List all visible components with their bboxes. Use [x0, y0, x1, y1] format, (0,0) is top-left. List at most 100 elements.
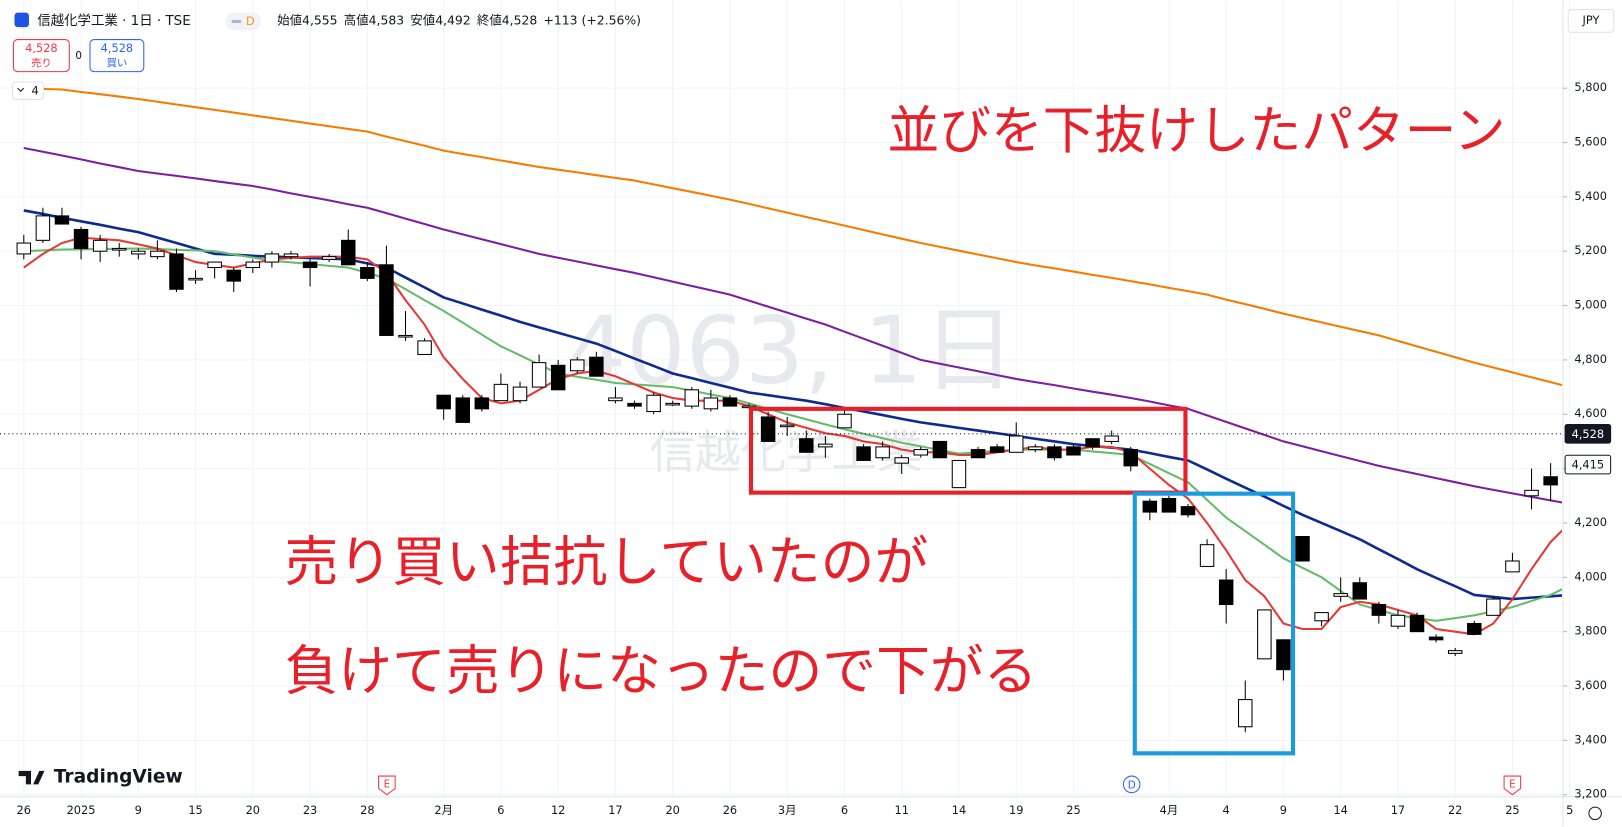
indicator-count[interactable]: 4 — [32, 83, 39, 97]
candle-body — [1314, 612, 1329, 622]
x-tick-label: 6 — [841, 803, 848, 817]
event-marker[interactable]: D — [1122, 775, 1141, 794]
event-marker[interactable]: E — [1503, 775, 1522, 796]
x-tick-label: 20 — [665, 803, 679, 817]
candle-body — [207, 261, 222, 269]
x-tick-label: 25 — [1505, 803, 1519, 817]
x-tick-label: 17 — [608, 803, 622, 817]
candle-body — [1486, 598, 1501, 616]
candle-body — [1142, 500, 1158, 513]
y-tick-label: 5,000 — [1574, 298, 1607, 312]
candle-body — [589, 356, 604, 377]
logo-text[interactable]: TradingView — [54, 767, 183, 788]
candle-body — [722, 397, 738, 407]
y-tick-label: 5,600 — [1574, 135, 1607, 149]
x-tick-label: 26 — [723, 803, 737, 817]
candle-body — [1085, 438, 1100, 448]
candle-body — [608, 397, 623, 402]
candle-body — [16, 242, 32, 255]
candle-body — [894, 457, 909, 464]
candle-body — [436, 394, 451, 410]
y-tick-label: 5,800 — [1574, 80, 1607, 94]
moving-average — [23, 236, 1563, 636]
currency[interactable]: JPY — [1582, 13, 1600, 27]
event-shape[interactable] — [1503, 775, 1522, 796]
candle-body — [1428, 636, 1444, 641]
moving-average — [23, 247, 1563, 622]
y-tick-label: 4,800 — [1574, 352, 1607, 366]
candle-body — [799, 438, 814, 453]
sell-label[interactable]: 売り — [31, 56, 52, 69]
event-label[interactable]: E — [384, 778, 391, 790]
y-tick-label: 3,600 — [1574, 678, 1607, 692]
x-tick-label: 22 — [1448, 803, 1462, 817]
ohlc-legend: 始値 4,555 高値 4,583 安値 4,492 終値 4,528 +113 (+2.56%… — [277, 12, 641, 27]
x-tick-label: 25 — [1066, 803, 1080, 817]
currency-box[interactable] — [1567, 9, 1615, 33]
y-tick-label: 4,000 — [1574, 569, 1607, 583]
x-tick-label: 5 — [1566, 803, 1573, 817]
event-shape[interactable] — [1122, 775, 1141, 794]
x-tick-label: 4月 — [1160, 803, 1179, 817]
candle-body — [1467, 622, 1482, 635]
candle-body — [321, 256, 337, 260]
candle-body — [512, 386, 528, 402]
candle-body — [1543, 476, 1558, 486]
event-marker[interactable]: E — [378, 775, 396, 796]
buy-price[interactable]: 4,528 — [101, 41, 134, 55]
symbol-title[interactable]: 信越化学工業 · 1日 · TSE — [37, 13, 190, 29]
x-tick-label: 23 — [303, 803, 317, 817]
candle-body — [1524, 489, 1539, 497]
watermark-symbol: 4063, 1日 — [567, 297, 1015, 405]
buy-label[interactable]: 買い — [107, 57, 128, 69]
price-tag-box — [1564, 454, 1612, 475]
candle-body — [856, 446, 871, 461]
candle-body — [989, 446, 1005, 453]
sell-price[interactable]: 4,528 — [25, 41, 58, 55]
candle-body — [417, 340, 432, 355]
candle-body — [1276, 639, 1291, 671]
candle-body — [398, 334, 413, 338]
candle-body — [1390, 614, 1406, 627]
x-tick-label: 11 — [894, 803, 908, 817]
annotation-box-blue — [1132, 491, 1296, 756]
sell-box[interactable] — [12, 39, 70, 73]
legend-value: 4,583 — [369, 12, 405, 27]
candle-body — [226, 269, 241, 282]
legend-label: 始値 — [277, 12, 302, 27]
x-tick-label: 14 — [1333, 803, 1347, 817]
event-shape[interactable] — [378, 775, 396, 796]
badge-dash — [231, 19, 242, 23]
indicator-box[interactable] — [11, 81, 44, 101]
buy-box[interactable] — [89, 39, 145, 73]
candle-body — [111, 247, 127, 251]
plot-area — [0, 87, 1563, 733]
candle-body — [646, 394, 661, 413]
symbol-logo — [14, 12, 29, 28]
sell-button[interactable]: 4,528 売り — [12, 39, 70, 73]
legend-value: 4,492 — [435, 12, 471, 27]
settings-icon[interactable] — [1588, 806, 1602, 821]
event-label[interactable]: E — [1509, 778, 1516, 790]
indicator-toggle[interactable]: 4 — [11, 81, 44, 101]
candle-body — [379, 264, 394, 336]
candle-body — [150, 250, 165, 258]
x-tick-label: 2025 — [67, 803, 96, 817]
buy-button[interactable]: 4,528 買い — [89, 39, 145, 73]
candle-body — [35, 215, 51, 241]
candle-body — [1066, 446, 1081, 456]
logo-mark — [18, 770, 45, 785]
spread: 0 — [75, 50, 82, 62]
chevron — [17, 87, 25, 93]
candle-body — [264, 253, 280, 263]
x-tick-label: 2月 — [434, 803, 453, 817]
moving-average — [23, 209, 1563, 601]
candle-body — [1180, 506, 1196, 516]
candle-body — [1199, 544, 1215, 567]
candle-body — [1161, 497, 1177, 513]
candle-body — [1371, 603, 1387, 616]
candle-body — [360, 266, 375, 279]
candle-body — [54, 215, 70, 225]
event-label[interactable]: D — [1128, 779, 1136, 791]
